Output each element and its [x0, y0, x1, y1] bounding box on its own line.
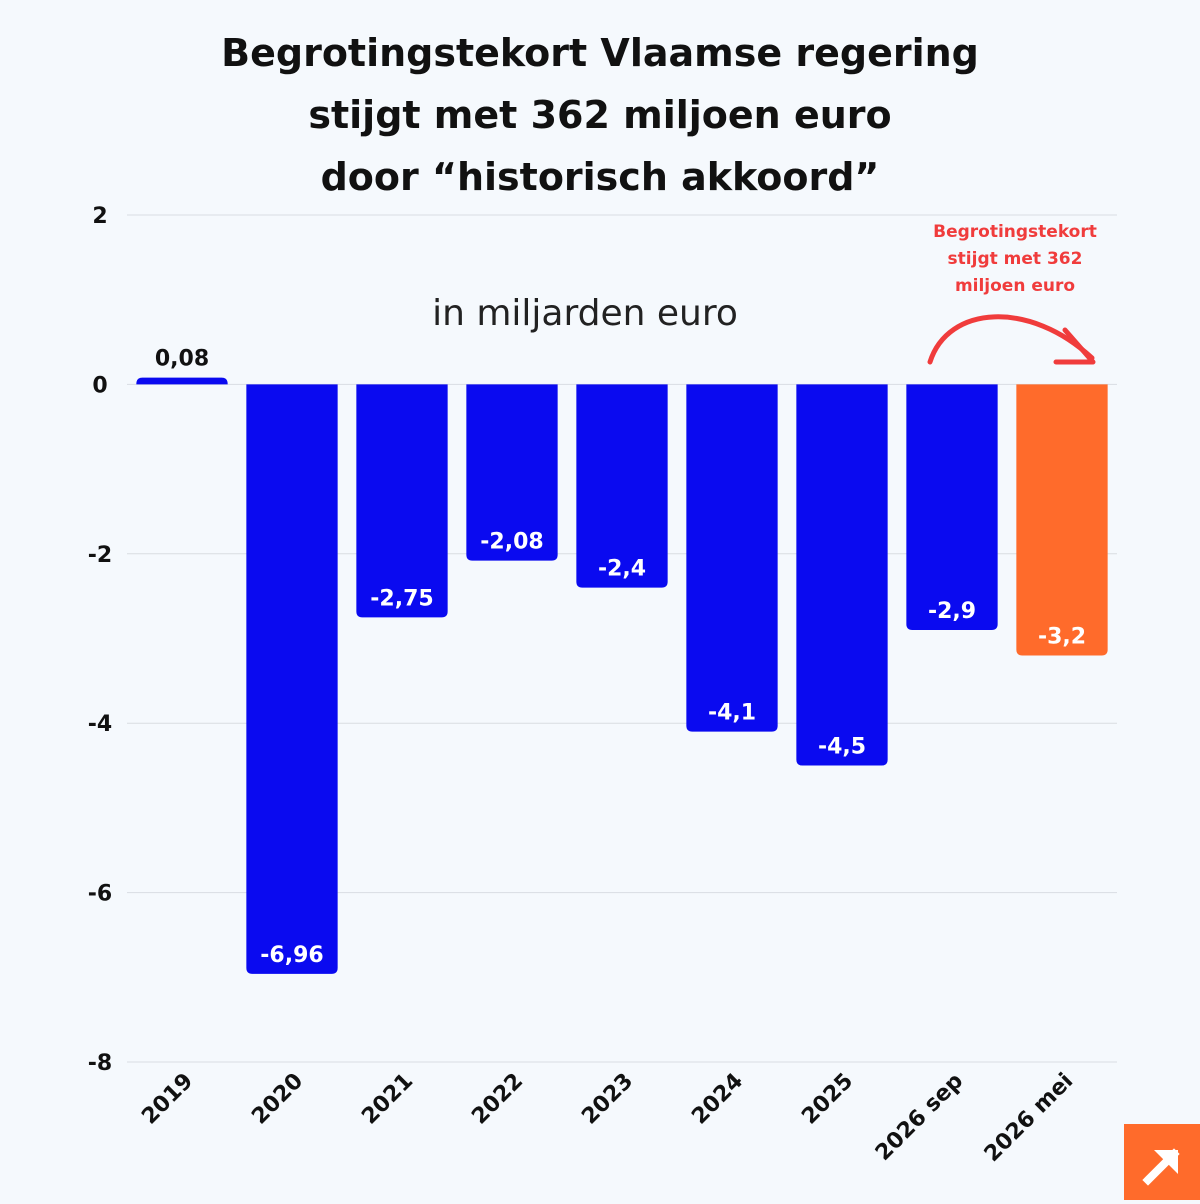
annotation-line-1: Begrotingstekort — [933, 222, 1097, 242]
annotation-line-2: stijgt met 362 — [948, 249, 1083, 269]
value-label: -4,5 — [818, 735, 866, 760]
title-line-1: Begrotingstekort Vlaamse regering — [221, 31, 979, 75]
bar-2019 — [136, 377, 228, 385]
x-tick-label: 2021 — [357, 1069, 418, 1130]
chart-title: Begrotingstekort Vlaamse regering stijgt… — [0, 22, 1200, 208]
value-label: -6,96 — [260, 943, 323, 968]
bar-2021 — [356, 384, 448, 618]
bar-2023 — [576, 384, 668, 588]
value-label: -2,75 — [370, 586, 433, 611]
x-tick-label: 2023 — [577, 1069, 638, 1130]
bar-2020 — [246, 384, 338, 974]
value-labels: 0,08 -6,96 -2,75 -2,08 -2,4 -4,1 -4,5 -2,9 -3,2 — [155, 347, 1086, 968]
x-tick-label: 2026 sep — [871, 1069, 968, 1166]
annotation-line-3: miljoen euro — [955, 276, 1075, 296]
arrowhead-icon — [1053, 327, 1096, 365]
value-label: -2,4 — [598, 557, 646, 582]
bar-2022 — [466, 384, 558, 561]
bar-2024 — [686, 384, 778, 732]
value-label: 0,08 — [155, 347, 209, 372]
x-tick-label: 2019 — [137, 1069, 198, 1130]
x-tick-label: 2026 mei — [980, 1069, 1078, 1167]
value-label: -4,1 — [708, 701, 756, 726]
logo — [1124, 1124, 1200, 1200]
y-tick-label: -2 — [88, 543, 112, 568]
value-label: -2,08 — [480, 530, 543, 555]
x-tick-label: 2022 — [467, 1069, 528, 1130]
title-line-3: door “historisch akkoord” — [320, 155, 880, 199]
x-tick-label: 2025 — [797, 1069, 858, 1130]
y-tick-label: -8 — [88, 1051, 112, 1076]
x-axis-ticks: 2019 2020 2021 2022 2023 2024 2025 2026 sep 2026… — [137, 1069, 1078, 1167]
curved-arrow-icon — [927, 314, 1095, 365]
title-line-2: stijgt met 362 miljoen euro — [308, 93, 892, 137]
annotation: Begrotingstekort stijgt met 362 miljoen … — [927, 222, 1097, 365]
chart-subtitle: in miljarden euro — [432, 293, 738, 334]
y-tick-label: 0 — [92, 373, 107, 398]
bar-2025 — [796, 384, 888, 766]
y-tick-label: -4 — [88, 712, 112, 737]
bar-2026-mei — [1016, 384, 1108, 656]
y-axis-ticks: 2 0 -2 -4 -6 -8 — [88, 204, 112, 1076]
y-tick-label: 2 — [92, 204, 107, 229]
y-tick-label: -6 — [88, 882, 112, 907]
x-tick-label: 2020 — [247, 1069, 308, 1130]
value-label: -2,9 — [928, 599, 976, 624]
bar-2026-sep — [906, 384, 998, 631]
value-label: -3,2 — [1038, 624, 1086, 649]
bars — [136, 377, 1108, 974]
arrow-up-right-icon — [1142, 1148, 1180, 1186]
x-tick-label: 2024 — [687, 1069, 748, 1130]
